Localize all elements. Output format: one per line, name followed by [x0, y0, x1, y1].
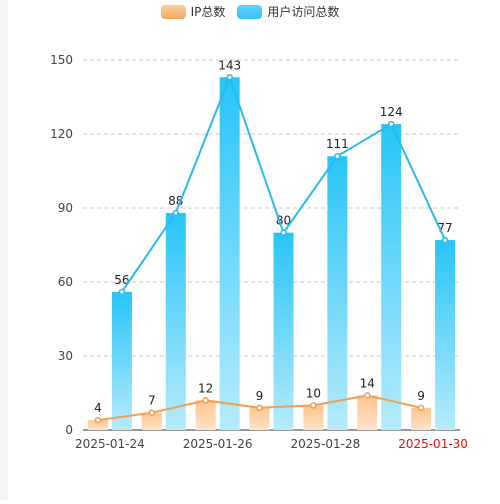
visit-point: [441, 236, 449, 244]
ip-bar: [411, 407, 432, 430]
visit-point: [118, 288, 126, 296]
ip-value-label: 14: [360, 376, 375, 390]
visit-bar: [111, 291, 132, 430]
y-tick-label: 60: [58, 275, 73, 289]
x-tick-label: 2025-01-24: [75, 437, 145, 451]
combo-chart: 0306090120150456788121439801011114124977…: [50, 53, 468, 451]
legend-swatch-ip: [160, 4, 186, 19]
ip-value-label: 4: [94, 401, 102, 415]
ip-point: [94, 416, 102, 424]
ip-value-label: 9: [256, 389, 264, 403]
x-tick-label: 2025-01-28: [290, 437, 360, 451]
visit-point: [226, 74, 233, 81]
visit-value-label: 124: [380, 105, 403, 119]
ip-value-label: 9: [417, 389, 425, 403]
visit-bar: [273, 232, 294, 430]
visit-point: [172, 209, 180, 217]
ip-point: [202, 397, 209, 404]
legend-item-ip[interactable]: IP总数: [160, 3, 226, 20]
ip-bar: [249, 407, 270, 430]
visit-bar: [381, 124, 402, 430]
ip-point: [417, 404, 425, 412]
visit-bar: [219, 77, 240, 431]
y-tick-label: 120: [50, 127, 73, 141]
visit-point: [334, 152, 341, 160]
visit-value-label: 111: [326, 137, 349, 151]
y-tick-label: 0: [65, 423, 73, 437]
visit-point: [387, 120, 395, 128]
ip-bar: [141, 412, 162, 430]
x-tick-label: 2025-01-30: [398, 437, 468, 451]
ip-bar: [303, 405, 324, 430]
y-tick-label: 30: [58, 349, 73, 363]
visit-bar: [435, 240, 456, 430]
ip-value-label: 10: [306, 386, 321, 400]
chart-legend: IP总数 用户访问总数: [8, 3, 492, 20]
legend-label-ip: IP总数: [190, 5, 226, 19]
visit-value-label: 143: [218, 58, 241, 72]
ip-value-label: 7: [148, 394, 156, 408]
visit-value-label: 56: [114, 273, 129, 287]
ip-point: [310, 402, 317, 409]
visit-bar: [165, 212, 186, 430]
left-sidebar-strip: [0, 0, 8, 500]
ip-bar: [87, 420, 108, 430]
ip-point: [363, 392, 371, 399]
visit-point: [280, 229, 287, 236]
chart-container: IP总数 用户访问总数 0 30 60 90 120 150 4 56 7 88 12 143 9 80 1…: [8, 0, 492, 500]
y-tick-label: 90: [58, 201, 73, 215]
legend-item-visits[interactable]: 用户访问总数: [237, 3, 339, 20]
legend-label-visits: 用户访问总数: [267, 5, 340, 19]
ip-point: [148, 409, 156, 416]
y-tick-label: 150: [50, 53, 73, 67]
ip-bar: [195, 400, 216, 430]
visit-bar: [327, 156, 348, 430]
ip-point: [256, 404, 263, 412]
legend-swatch-visits: [237, 4, 263, 19]
ip-value-label: 12: [198, 381, 213, 395]
x-tick-label: 2025-01-26: [183, 437, 253, 451]
ip-bar: [357, 395, 378, 430]
